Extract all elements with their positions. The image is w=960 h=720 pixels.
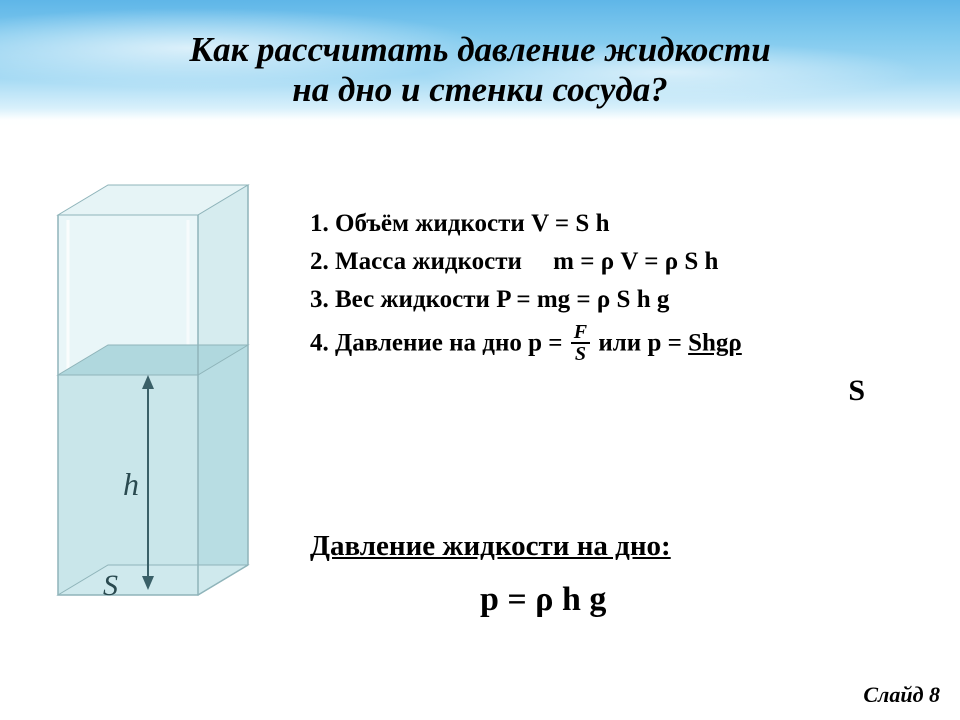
step-1-formula: V = S h [531, 210, 609, 237]
step-2-formula: m = ρ V = ρ S h [553, 248, 718, 275]
slide-title: Как рассчитать давление жидкости на дно … [0, 30, 960, 110]
step-4-or: или [598, 330, 641, 357]
vessel-diagram: h S [48, 175, 258, 620]
fraction-denominator: S [571, 344, 590, 364]
step-1: 1. Объём жидкости V = S h [310, 210, 930, 238]
fraction-numerator: F [571, 322, 590, 344]
result-block: Давление жидкости на дно: p = ρ h g [310, 530, 930, 619]
step-4-label: 4. Давление на дно [310, 330, 522, 357]
step-2: 2. Масса жидкости m = ρ V = ρ S h [310, 248, 930, 276]
fraction-f-over-s: F S [571, 322, 590, 364]
step-4-peq: p = [528, 330, 562, 357]
title-line-2: на дно и стенки сосуда? [0, 70, 960, 110]
title-line-1: Как рассчитать давление жидкости [0, 30, 960, 70]
step-4-peq2: p = [647, 330, 681, 357]
step-3-label: 3. Вес жидкости [310, 286, 490, 313]
slide-number: Слайд 8 [863, 682, 940, 708]
step-4-denominator-s: S [310, 374, 930, 408]
step-2-label: 2. Масса жидкости [310, 248, 522, 275]
label-s: S [103, 569, 118, 602]
step-3: 3. Вес жидкости P = mg = ρ S h g [310, 286, 930, 314]
step-1-label: 1. Объём жидкости [310, 210, 525, 237]
derivation-steps: 1. Объём жидкости V = S h 2. Масса жидко… [310, 210, 930, 408]
step-3-formula: P = mg = ρ S h g [496, 286, 669, 313]
label-h: h [123, 466, 139, 502]
result-title: Давление жидкости на дно: [310, 530, 930, 563]
step-4: 4. Давление на дно p = F S или p = Shgρ [310, 324, 930, 366]
result-formula: p = ρ h g [310, 581, 930, 619]
step-4-numerator-underlined: Shgρ [688, 330, 742, 357]
vessel-svg: h S [48, 175, 258, 620]
